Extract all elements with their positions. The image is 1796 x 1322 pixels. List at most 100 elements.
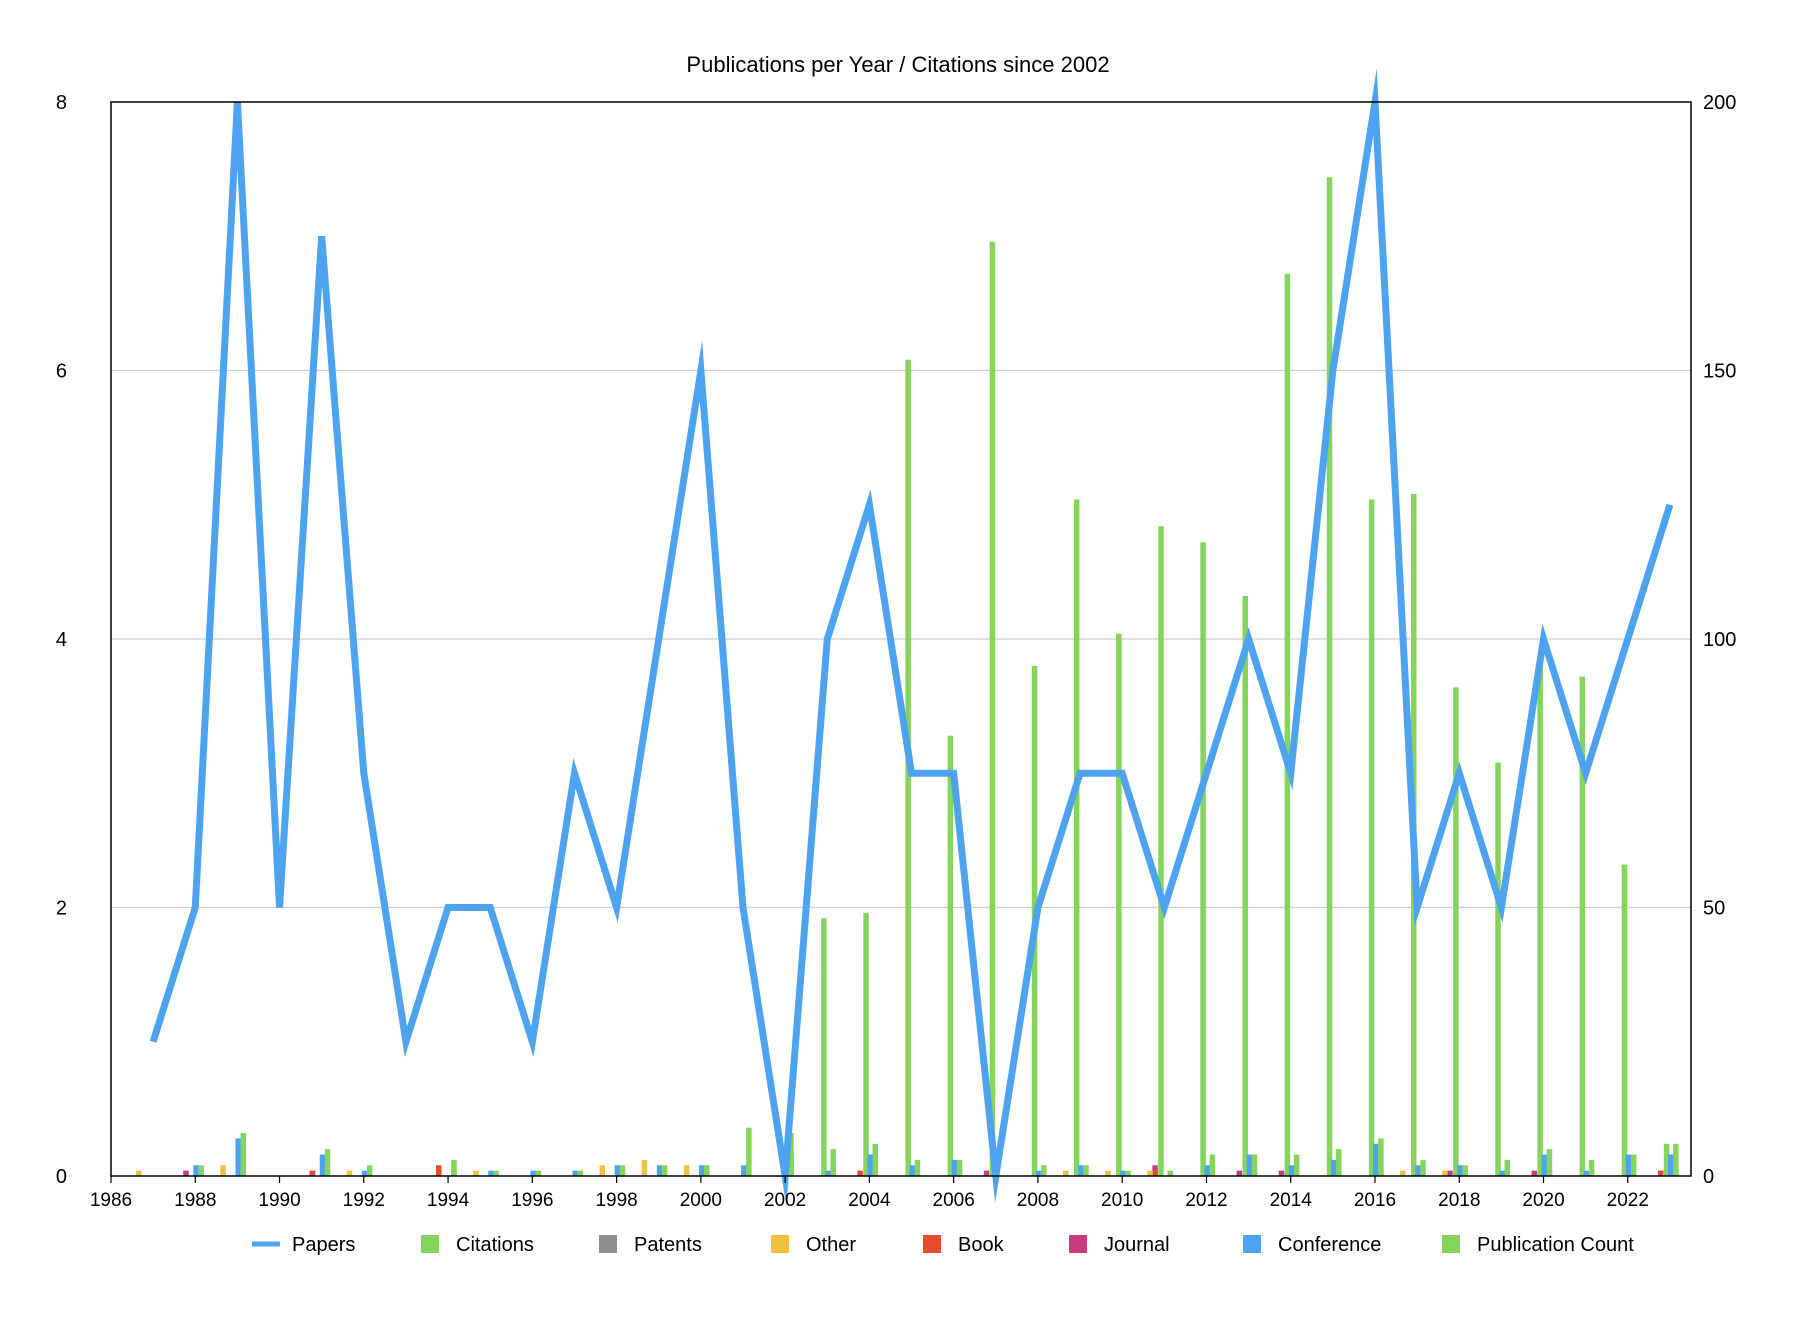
bar-publication-count [240,1133,247,1176]
bar-conference [1204,1165,1211,1176]
bar-conference [1668,1154,1674,1176]
bar-book [1152,1170,1158,1176]
y-left-tick-label: 6 [56,361,67,383]
bar-citations [1453,687,1459,1176]
bar-conference [1457,1165,1463,1176]
bar-publication-count [577,1170,584,1176]
bar-publication-count [1041,1165,1047,1176]
bar-journal [1236,1170,1243,1176]
x-tick-label: 1986 [90,1190,132,1211]
bar-publication-count [366,1165,373,1176]
bar-journal [1531,1170,1538,1176]
x-tick-label: 2002 [764,1190,806,1211]
legend-label: Book [958,1234,1005,1256]
bar-other [136,1170,142,1176]
bar-citations [1621,864,1628,1176]
bar-publication-count [788,1133,794,1176]
y-left-tick-label: 4 [56,629,67,651]
legend-marker [421,1235,439,1253]
x-tick-label: 2022 [1607,1190,1649,1211]
bar-publication-count [1462,1165,1468,1176]
bar-conference [1246,1154,1253,1176]
bar-other [1147,1170,1153,1176]
bar-publication-count [914,1159,921,1176]
y-right-tick-label: 200 [1703,92,1736,114]
bar-citations [821,918,827,1176]
bar-conference [614,1165,621,1176]
bar-conference [319,1154,326,1176]
bar-conference [361,1170,368,1176]
legend-label: Other [806,1234,856,1256]
bar-other [473,1170,479,1176]
bar-conference [909,1165,916,1176]
bar-other [1400,1170,1406,1176]
bar-citations [1284,273,1291,1177]
bar-publication-count [1588,1159,1595,1176]
x-tick-label: 2010 [1101,1190,1143,1211]
y-axis-left: 0 2 4 6 8 [56,92,67,1188]
x-tick-label: 2020 [1522,1190,1564,1211]
x-tick-label: 2004 [848,1190,891,1211]
bar-publication-count [1336,1149,1342,1176]
x-tick-label: 2014 [1270,1190,1313,1211]
bar-publication-count [1378,1138,1384,1176]
series-line-papers [149,68,1674,1206]
legend-marker [1069,1235,1087,1253]
bar-citations [1368,499,1375,1176]
bar-publication-count [1293,1154,1300,1176]
bar-citations [1242,596,1248,1176]
x-tick-label: 1988 [174,1190,216,1211]
plot-frame [110,101,1692,1177]
bar-publication-count [451,1159,457,1176]
bar-conference [1288,1165,1295,1176]
legend-marker [771,1235,789,1253]
bar-publication-count [1673,1143,1679,1176]
y-left-tick-label: 8 [56,92,67,114]
bar-conference [1625,1154,1632,1176]
x-tick-label: 1990 [258,1190,300,1211]
bar-publication-count [704,1165,710,1176]
bar-other [220,1165,226,1176]
bar-citations [1495,762,1501,1176]
bar-conference [572,1170,579,1176]
bar-conference [235,1138,241,1176]
bar-conference [1415,1165,1421,1176]
bar-publication-count [1504,1159,1511,1176]
y-right-tick-label: 50 [1703,898,1725,920]
bar-citations [1200,542,1206,1176]
bar-citations [1579,676,1586,1176]
bar-conference [530,1170,536,1176]
bar-publication-count [1251,1154,1258,1176]
legend-label: Conference [1278,1234,1381,1256]
bar-citations [947,735,954,1176]
bar-book [436,1165,442,1176]
bar-publication-count [746,1127,752,1176]
bar-conference [1036,1170,1042,1176]
bar-citations [863,912,869,1176]
bar-citations [1073,499,1080,1176]
bar-publication-count [324,1149,331,1176]
y-right-tick-label: 150 [1703,361,1736,383]
bar-publication-count [493,1170,499,1176]
legend: Papers Citations Patents Other Book Journal Co… [252,1234,1634,1256]
legend-label: Papers [292,1234,355,1256]
bar-conference [1078,1165,1084,1176]
bar-publication-count [1125,1170,1131,1176]
bar-publication-count [1420,1159,1426,1176]
bar-journal [983,1170,990,1176]
bar-publication-count [619,1165,626,1176]
bar-conference [1330,1159,1337,1176]
legend-marker [923,1235,941,1253]
bar-publication-count [1167,1170,1173,1176]
bar-conference [698,1165,705,1176]
bar-publication-count [535,1170,541,1176]
bar-journal [1278,1170,1285,1176]
legend-label: Patents [634,1234,702,1256]
bar-book [309,1170,316,1176]
line-layer [149,68,1674,1206]
bar-other [683,1165,690,1176]
bar-publication-count [956,1159,963,1176]
bar-conference [1583,1170,1590,1176]
bar-citations [1663,1143,1670,1176]
bar-conference [656,1165,663,1176]
